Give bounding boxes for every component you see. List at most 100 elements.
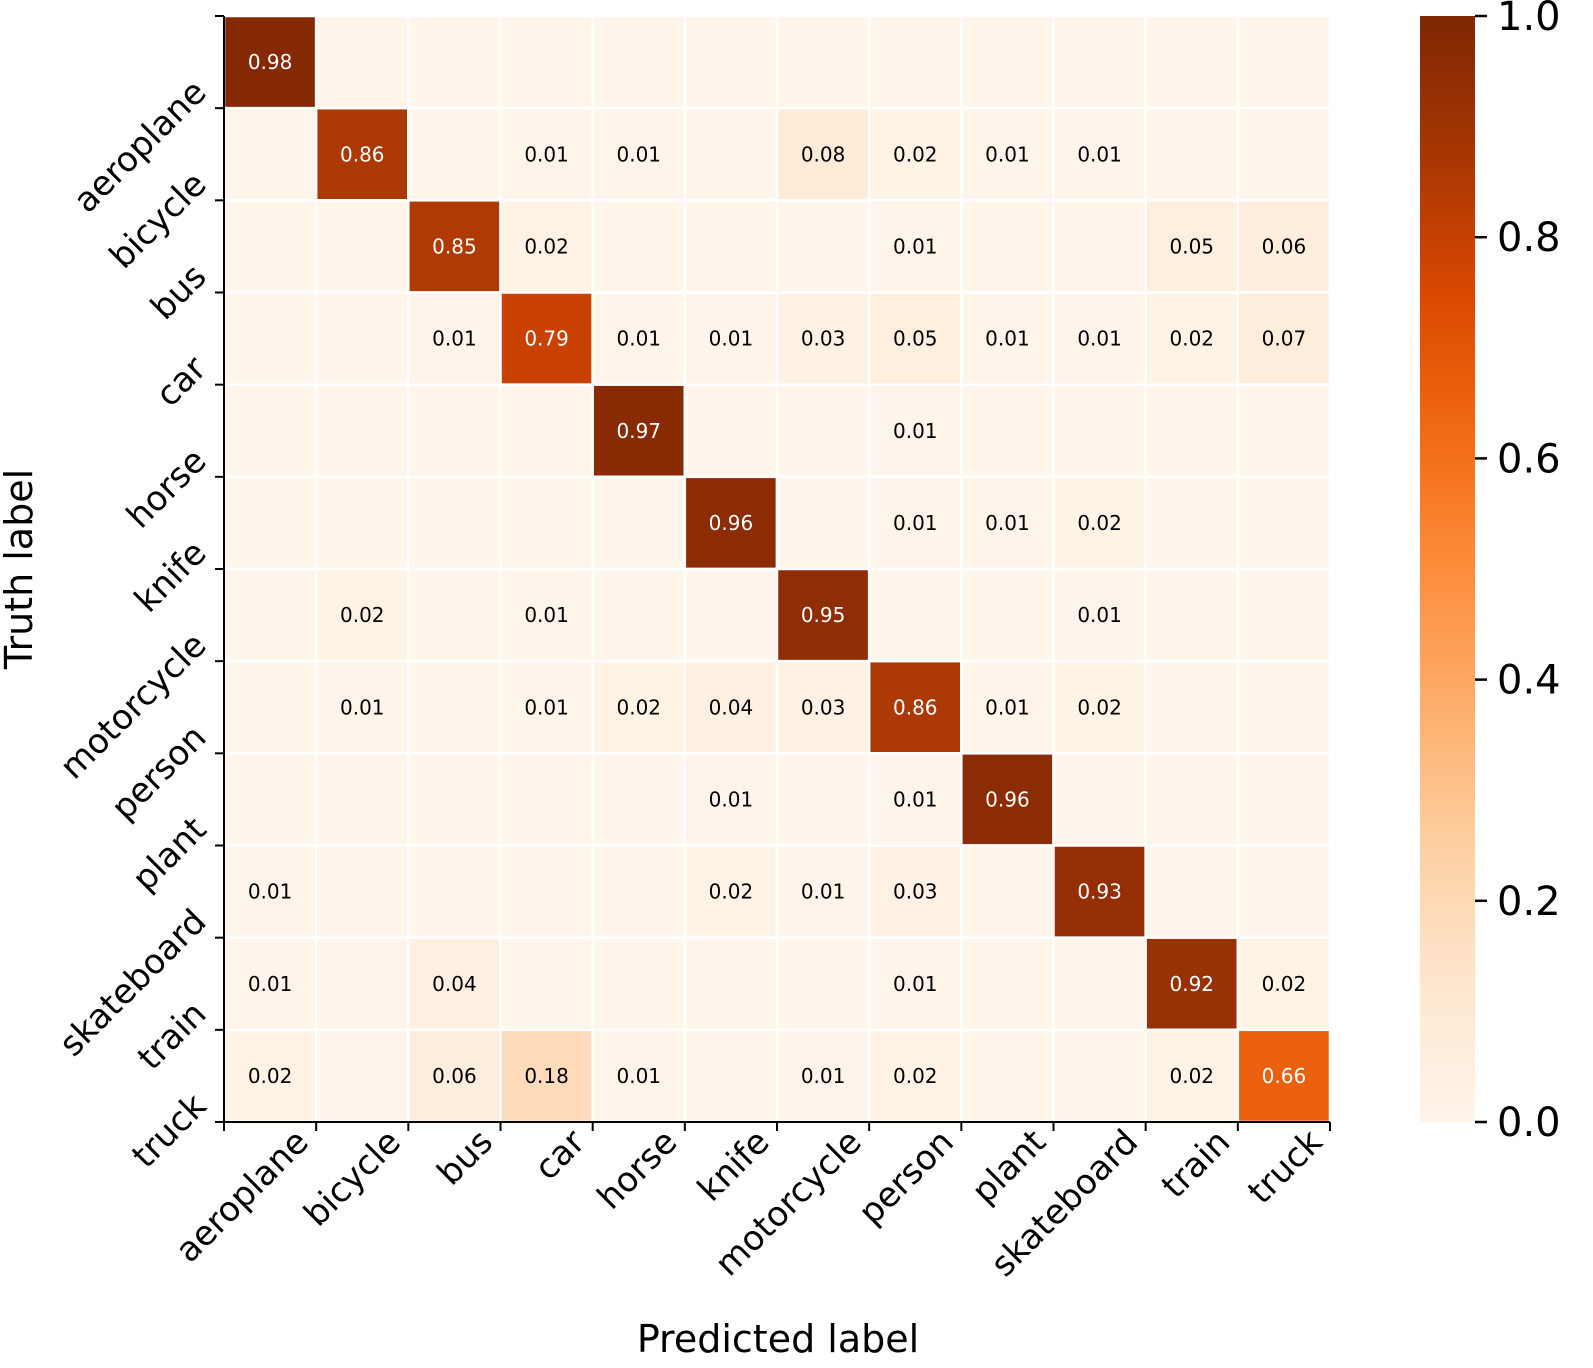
heatmap-cell bbox=[314, 475, 410, 571]
x-tick-label: aeroplane bbox=[168, 1122, 317, 1271]
cell-value-label: 0.86 bbox=[893, 695, 938, 719]
heatmap-cell bbox=[407, 14, 502, 110]
heatmap-cell bbox=[1144, 199, 1240, 294]
heatmap-cell bbox=[1236, 567, 1332, 663]
cell-value-label: 0.18 bbox=[524, 1064, 569, 1088]
heatmap-cell bbox=[683, 199, 779, 294]
heatmap-cell bbox=[407, 936, 502, 1032]
heatmap-cell bbox=[1144, 659, 1240, 755]
heatmap-cell bbox=[960, 567, 1055, 663]
cell-value-label: 0.02 bbox=[893, 142, 938, 166]
cell-value-label: 0.01 bbox=[1077, 142, 1122, 166]
heatmap-cell bbox=[499, 14, 594, 110]
y-tick-label: truck bbox=[124, 1086, 214, 1176]
heatmap-cell bbox=[222, 659, 318, 755]
cell-value-label: 0.01 bbox=[616, 142, 661, 166]
cell-value-label: 0.01 bbox=[432, 327, 477, 351]
cell-value-label: 0.01 bbox=[893, 419, 938, 443]
cell-value-label: 0.04 bbox=[709, 695, 754, 719]
cell-value-label: 0.02 bbox=[616, 695, 661, 719]
cell-value-label: 0.93 bbox=[1077, 880, 1122, 904]
cell-value-label: 0.02 bbox=[1262, 972, 1307, 996]
heatmap-cell bbox=[407, 106, 502, 202]
cell-value-label: 0.01 bbox=[985, 327, 1030, 351]
heatmap-cell bbox=[499, 936, 594, 1032]
cell-value-label: 0.97 bbox=[616, 419, 661, 443]
heatmap-cell bbox=[407, 383, 502, 479]
heatmap-cell bbox=[683, 844, 779, 939]
y-tick-label: train bbox=[130, 994, 214, 1078]
cell-value-label: 0.96 bbox=[709, 511, 754, 535]
cell-value-label: 0.92 bbox=[1169, 972, 1214, 996]
heatmap-cell bbox=[222, 383, 318, 479]
colorbar-tick-label: 0.8 bbox=[1497, 215, 1561, 261]
heatmap-cell bbox=[1144, 14, 1240, 110]
cell-value-label: 0.79 bbox=[524, 327, 569, 351]
heatmap-cell bbox=[1052, 291, 1147, 386]
cell-value-label: 0.01 bbox=[524, 603, 569, 627]
heatmap-cell bbox=[591, 659, 687, 755]
heatmap-cell bbox=[1052, 106, 1147, 202]
heatmap-cell bbox=[499, 844, 594, 939]
cell-value-label: 0.07 bbox=[1262, 327, 1307, 351]
heatmap-cell bbox=[960, 844, 1055, 939]
heatmap-cell bbox=[407, 752, 502, 847]
x-tick-label: person bbox=[851, 1122, 962, 1233]
cell-value-label: 0.66 bbox=[1262, 1064, 1307, 1088]
heatmap-cell bbox=[1052, 936, 1147, 1032]
heatmap-cell bbox=[591, 567, 687, 663]
heatmap-cell bbox=[960, 475, 1055, 571]
heatmap-cell bbox=[867, 475, 963, 571]
x-tick-label: horse bbox=[590, 1122, 685, 1217]
heatmap-cell bbox=[1144, 291, 1240, 386]
heatmap-cell bbox=[1236, 936, 1332, 1032]
heatmap-cell bbox=[314, 936, 410, 1032]
cell-value-label: 0.03 bbox=[801, 327, 846, 351]
cell-value-label: 0.05 bbox=[893, 327, 938, 351]
x-tick-label: knife bbox=[690, 1122, 777, 1209]
cell-value-label: 0.01 bbox=[248, 880, 293, 904]
heatmap-cell bbox=[1236, 844, 1332, 939]
cell-value-label: 0.06 bbox=[1262, 234, 1307, 258]
heatmap-cell bbox=[867, 291, 963, 386]
heatmap-cell bbox=[407, 567, 502, 663]
heatmap-cell bbox=[1052, 383, 1147, 479]
cell-value-label: 0.01 bbox=[1077, 603, 1122, 627]
heatmap-cell bbox=[222, 106, 318, 202]
y-tick-label: bus bbox=[143, 257, 214, 328]
heatmap-cell bbox=[960, 936, 1055, 1032]
cell-value-label: 0.02 bbox=[1169, 327, 1214, 351]
heatmap-cell bbox=[222, 1028, 318, 1124]
heatmap-cell bbox=[1236, 106, 1332, 202]
cell-value-label: 0.03 bbox=[801, 695, 846, 719]
heatmap-cell bbox=[314, 844, 410, 939]
colorbar-tick-label: 0.6 bbox=[1497, 436, 1561, 482]
cell-value-label: 0.02 bbox=[340, 603, 385, 627]
heatmap-cell bbox=[1144, 1028, 1240, 1124]
heatmap-cell-values: 0.98 0.86 0.01 0.01 0.08 0.02 0.01 0.01 0.85 0.02… bbox=[248, 50, 1306, 1088]
heatmap-cell bbox=[222, 291, 318, 386]
cell-value-label: 0.01 bbox=[985, 142, 1030, 166]
heatmap-cell bbox=[222, 844, 318, 939]
colorbar-tick-label: 0.2 bbox=[1497, 879, 1561, 925]
x-tick-label: train bbox=[1154, 1122, 1238, 1206]
heatmap-cell bbox=[867, 567, 963, 663]
heatmap-cell bbox=[867, 844, 963, 939]
heatmap-cells bbox=[222, 14, 1332, 1124]
heatmap-cell bbox=[1144, 752, 1240, 847]
heatmap-cell bbox=[775, 14, 871, 110]
colorbar-tick-label: 1.0 bbox=[1497, 0, 1561, 40]
heatmap-cell bbox=[960, 383, 1055, 479]
cell-value-label: 0.02 bbox=[893, 1064, 938, 1088]
y-tick-label: horse bbox=[119, 441, 214, 536]
cell-value-label: 0.02 bbox=[1169, 1064, 1214, 1088]
cell-value-label: 0.01 bbox=[616, 327, 661, 351]
heatmap-cell bbox=[1236, 475, 1332, 571]
cell-value-label: 0.02 bbox=[1077, 695, 1122, 719]
cell-value-label: 0.96 bbox=[985, 787, 1030, 811]
colorbar-tick-label: 0.4 bbox=[1497, 658, 1561, 704]
cell-value-label: 0.01 bbox=[893, 234, 938, 258]
heatmap-cell bbox=[591, 199, 687, 294]
heatmap-cell bbox=[591, 14, 687, 110]
